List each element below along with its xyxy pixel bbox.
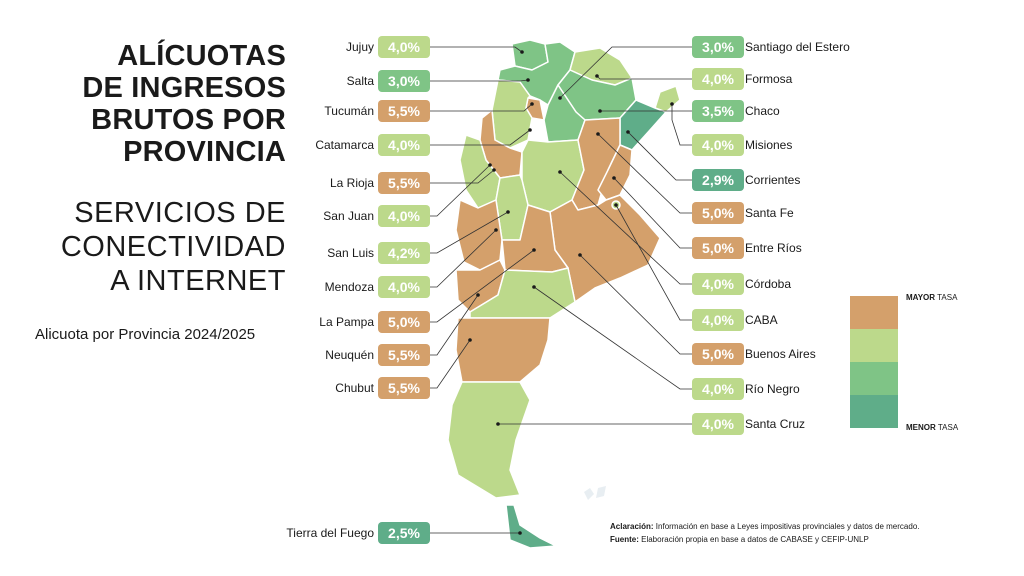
province-name: Corrientes [745, 173, 801, 187]
leader-dots [468, 50, 674, 535]
rate-badge: 2,9% [692, 169, 744, 191]
province-name: Neuquén [325, 348, 374, 362]
province-name: Tucumán [324, 104, 374, 118]
legend-bottom-label: MENOR TASA [906, 423, 959, 432]
province-name: Santiago del Estero [745, 40, 850, 54]
province-name: Tierra del Fuego [286, 526, 374, 540]
province-name: Catamarca [315, 138, 374, 152]
rate-badge: 4,0% [692, 413, 744, 435]
legend-top-label: MAYOR TASA [906, 293, 958, 302]
main-title: ALÍCUOTAS DE INGRESOS BRUTOS POR PROVINC… [82, 40, 286, 168]
province-name: Santa Cruz [745, 417, 806, 431]
rate-badge: 5,0% [692, 343, 744, 365]
rate-badge: 5,0% [692, 237, 744, 259]
rate-badge: 3,5% [692, 100, 744, 122]
note-aclaracion: Aclaración: Información en base a Leyes … [610, 522, 920, 531]
title-line: ALÍCUOTAS [117, 40, 286, 72]
rate-badge: 5,0% [378, 311, 430, 333]
province-tierradelfuego [505, 504, 557, 549]
province-mendoza [455, 199, 503, 271]
province-name: La Pampa [319, 315, 374, 329]
title-line: BRUTOS POR [91, 104, 286, 136]
title-line: DE INGRESOS [82, 72, 286, 104]
province-name: Córdoba [745, 277, 792, 291]
province-santacruz [447, 381, 531, 499]
province-name: Entre Ríos [745, 241, 802, 255]
province-rionegro [469, 267, 576, 319]
rate-badge: 5,5% [378, 100, 430, 122]
legend-swatch-mid [850, 329, 898, 362]
province-name: Misiones [745, 138, 793, 152]
rate-badge: 2,5% [378, 522, 430, 544]
rate-badge: 4,0% [692, 134, 744, 156]
title-line: PROVINCIA [123, 136, 286, 168]
rate-badge: 5,0% [692, 202, 744, 224]
rate-badge: 4,0% [692, 378, 744, 400]
province-name: Mendoza [324, 280, 374, 294]
province-name: Chaco [745, 104, 780, 118]
rate-badge: 3,0% [692, 36, 744, 58]
province-name: Formosa [745, 72, 793, 86]
legend-swatch-lowest [850, 395, 898, 428]
province-chubut [455, 317, 551, 383]
province-name: San Juan [323, 209, 374, 223]
period-caption: Alicuota por Provincia 2024/2025 [35, 326, 256, 343]
province-catamarca [491, 79, 533, 149]
subtitle-line: A INTERNET [110, 265, 286, 297]
province-name: Santa Fe [745, 206, 794, 220]
subtitle-line: CONECTIVIDAD [60, 231, 286, 263]
rate-badge: 4,0% [692, 68, 744, 90]
province-name: Chubut [335, 381, 374, 395]
province-name: La Rioja [329, 176, 374, 190]
map-provinces [447, 39, 681, 549]
province-name: Salta [346, 74, 374, 88]
rate-badge: 4,0% [378, 36, 430, 58]
legend-swatch-low [850, 362, 898, 395]
rate-badge: 3,0% [378, 70, 430, 92]
rate-badge: 4,2% [378, 242, 430, 264]
subtitle-line: SERVICIOS DE [74, 197, 286, 229]
province-name: Río Negro [745, 382, 800, 396]
province-misiones [654, 85, 681, 113]
rate-badge: 5,5% [378, 344, 430, 366]
rate-badge: 4,0% [378, 276, 430, 298]
province-name: Jujuy [345, 40, 374, 54]
rate-badge: 5,5% [378, 172, 430, 194]
rate-badge: 4,0% [692, 309, 744, 331]
rate-badge: 4,0% [378, 134, 430, 156]
note-fuente: Fuente: Elaboración propia en base a dat… [610, 535, 869, 544]
rate-badge: 4,0% [692, 273, 744, 295]
sub-title: SERVICIOS DE CONECTIVIDAD A INTERNET [61, 196, 286, 298]
province-name: San Luis [327, 246, 374, 260]
legend-swatch-high [850, 296, 898, 329]
province-name: CABA [745, 313, 778, 327]
rate-badge: 4,0% [378, 205, 430, 227]
rate-badge: 5,5% [378, 377, 430, 399]
province-name: Buenos Aires [745, 347, 816, 361]
